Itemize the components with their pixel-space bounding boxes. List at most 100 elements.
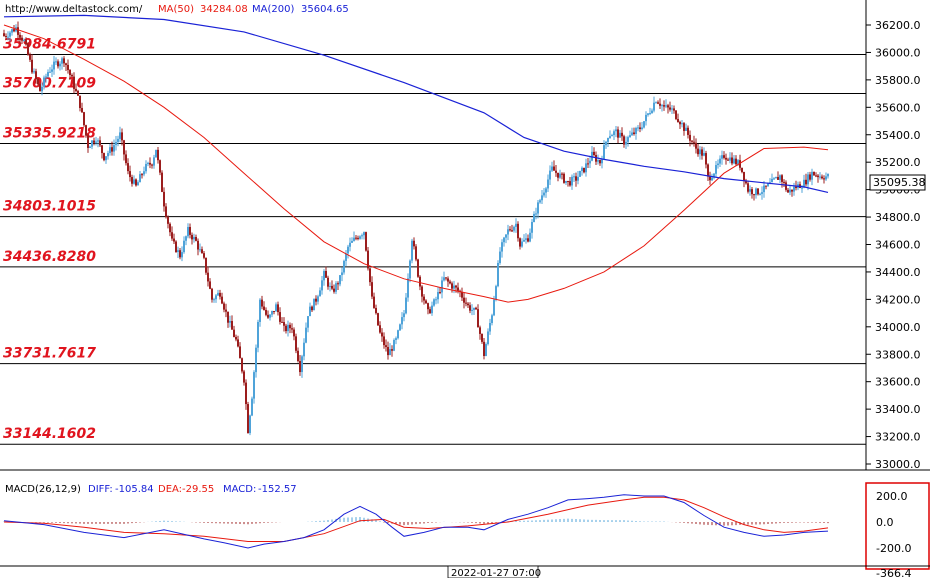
candle-body	[103, 153, 105, 161]
candle-body	[587, 163, 589, 165]
candle-body	[787, 189, 789, 193]
candle-body	[699, 149, 701, 155]
candle-body	[533, 213, 535, 222]
candle-body	[379, 325, 381, 333]
candle-body	[455, 285, 457, 288]
candle-body	[405, 297, 407, 314]
candle-body	[605, 141, 607, 146]
candle-body	[607, 137, 609, 142]
candle-body	[141, 174, 143, 176]
candle-body	[29, 54, 31, 60]
candle-body	[555, 170, 557, 173]
candle-body	[179, 250, 181, 258]
candle-body	[153, 157, 155, 166]
candle-body	[301, 356, 303, 373]
candle-body	[759, 193, 761, 195]
candle-body	[373, 296, 375, 308]
candle-body	[119, 132, 121, 139]
candle-body	[443, 277, 445, 281]
candle-body	[439, 292, 441, 294]
candle-body	[115, 141, 117, 146]
candle-body	[661, 105, 663, 107]
candle-body	[543, 192, 545, 196]
candle-body	[691, 140, 693, 142]
candle-body	[249, 415, 251, 434]
candle-body	[233, 329, 235, 337]
candle-body	[213, 299, 215, 301]
candle-body	[551, 166, 553, 171]
candle-body	[547, 179, 549, 189]
candle-body	[643, 121, 645, 128]
candle-body	[721, 155, 723, 159]
candle-body	[779, 175, 781, 180]
candle-body	[581, 167, 583, 171]
candle-body	[255, 347, 257, 373]
macd-tick-label: -200.0	[876, 542, 911, 555]
candle-body	[295, 336, 297, 351]
candle-body	[113, 145, 115, 152]
candle-body	[159, 160, 161, 173]
candle-body	[623, 136, 625, 145]
candle-body	[299, 361, 301, 373]
candle-body	[283, 322, 285, 326]
candle-body	[359, 236, 361, 239]
candle-body	[561, 173, 563, 175]
candle-body	[659, 103, 661, 106]
candle-body	[753, 194, 755, 196]
candle-body	[435, 299, 437, 301]
ma50-value: 34284.08	[200, 4, 248, 15]
level-label: 35984.6791	[3, 37, 96, 53]
candle-body	[81, 108, 83, 113]
candle-body	[513, 226, 515, 231]
candle-body	[497, 263, 499, 287]
macd-diff-value: -105.84	[115, 484, 154, 495]
candle-body	[803, 179, 805, 188]
candle-body	[305, 327, 307, 343]
candle-body	[801, 187, 803, 189]
candle-body	[471, 309, 473, 311]
candle-body	[47, 72, 49, 77]
candle-body	[125, 154, 127, 164]
candle-body	[7, 36, 9, 38]
candle-body	[93, 140, 95, 143]
candle-body	[791, 189, 793, 192]
candle-body	[385, 345, 387, 348]
y-tick-label: 33400.0	[875, 403, 921, 416]
y-tick-label: 35600.0	[875, 101, 921, 114]
candle-body	[825, 176, 827, 180]
candle-body	[731, 157, 733, 164]
candle-body	[673, 108, 675, 111]
candle-body	[771, 178, 773, 183]
candle-body	[391, 349, 393, 351]
candle-body	[165, 206, 167, 217]
candle-body	[5, 36, 7, 38]
candle-body	[473, 307, 475, 310]
candle-body	[615, 129, 617, 132]
candle-body	[35, 71, 37, 80]
level-label: 34436.8280	[3, 249, 96, 265]
candle-body	[515, 223, 517, 227]
candle-body	[211, 288, 213, 300]
candle-body	[569, 181, 571, 186]
candle-body	[511, 230, 513, 232]
macd-macd-label: MACD:	[223, 484, 256, 495]
candle-body	[811, 171, 813, 180]
candle-body	[815, 175, 817, 177]
level-label: 33731.7617	[3, 346, 96, 362]
candle-body	[609, 136, 611, 138]
candle-body	[117, 138, 119, 142]
candle-body	[109, 147, 111, 154]
candle-body	[487, 331, 489, 345]
candle-body	[147, 162, 149, 164]
candle-body	[527, 238, 529, 242]
candle-body	[381, 332, 383, 337]
candle-body	[427, 303, 429, 310]
candle-body	[225, 309, 227, 312]
candle-body	[711, 177, 713, 181]
candle-body	[297, 350, 299, 362]
candle-body	[761, 192, 763, 194]
candle-body	[251, 398, 253, 416]
candle-body	[481, 333, 483, 342]
candle-body	[679, 121, 681, 125]
candle-body	[823, 178, 825, 180]
